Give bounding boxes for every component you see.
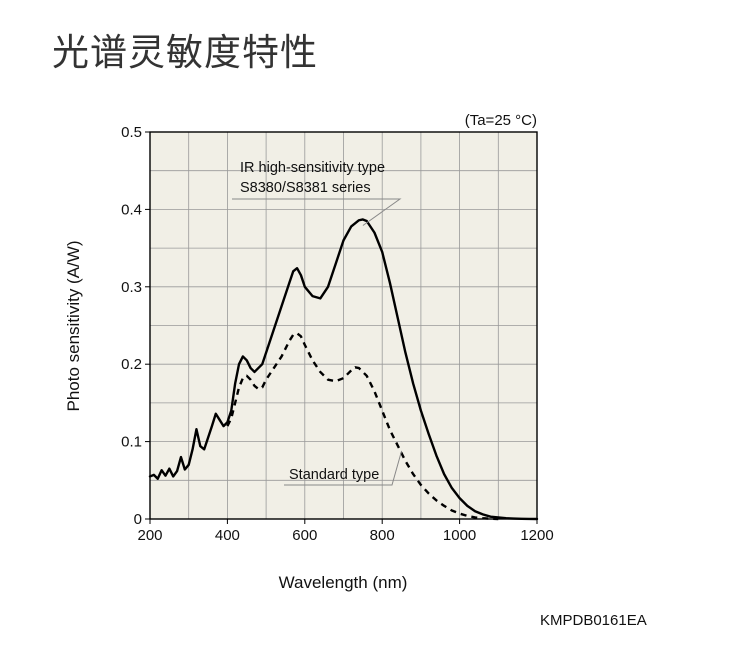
standard-annotation-leader (284, 450, 403, 486)
y-tick-label: 0.4 (121, 201, 142, 218)
y-tick-label: 0.1 (121, 434, 142, 451)
x-tick-label: 200 (137, 527, 162, 544)
ir-annotation-text: IR high-sensitivity type (240, 160, 385, 176)
x-tick-label: 1000 (443, 527, 476, 544)
y-tick-label: 0 (134, 511, 142, 528)
y-tick-label: 0.3 (121, 279, 142, 296)
x-tick-label: 400 (215, 527, 240, 544)
standard-annotation-text: Standard type (289, 467, 379, 483)
y-tick-label: 0.5 (121, 124, 142, 141)
x-tick-label: 800 (370, 527, 395, 544)
x-tick-label: 600 (292, 527, 317, 544)
document-code: KMPDB0161EA (540, 612, 647, 629)
ir-annotation-text: S8380/S8381 series (240, 180, 371, 196)
plot-frame (149, 131, 538, 520)
ir-annotation-leader (232, 198, 402, 226)
curves (148, 218, 539, 521)
y-tick-label: 0.2 (121, 356, 142, 373)
x-tick-label: 1200 (520, 527, 553, 544)
x-axis-title: Wavelength (nm) (279, 573, 408, 592)
condition-label: (Ta=25 °C) (465, 112, 537, 129)
y-axis-title: Photo sensitivity (A/W) (64, 241, 83, 412)
axis-ticks: 200 400 600 800 1000 1200 0 0.1 0.2 0.3 0.4 0.5 (121, 124, 554, 544)
ir-high-sensitivity-curve (148, 218, 539, 521)
grid-lines (150, 132, 537, 519)
standard-type-curve (226, 332, 499, 521)
page-title: 光谱灵敏度特性 (52, 31, 318, 74)
annotations: IR high-sensitivity type S8380/S8381 seri… (232, 160, 403, 486)
